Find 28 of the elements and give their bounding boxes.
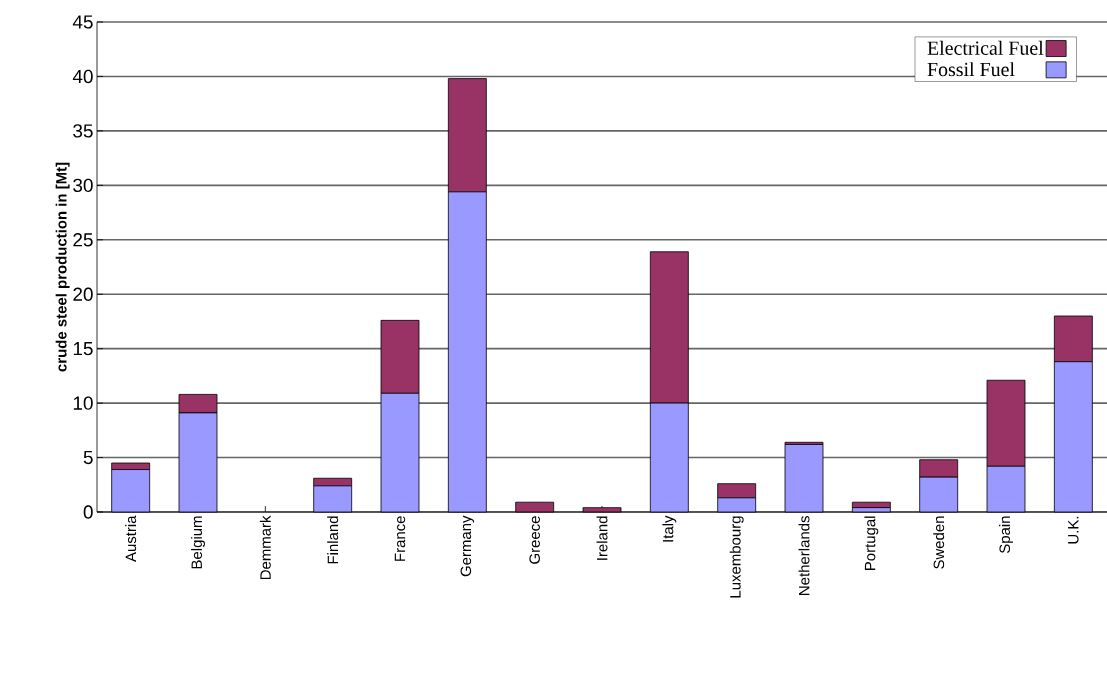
y-tick-label: 15 <box>73 342 93 356</box>
y-tick-label: 25 <box>73 233 93 247</box>
y-tick-label: 45 <box>72 15 93 29</box>
x-tick-label: Belgium <box>191 516 205 569</box>
x-tick-label: Italy <box>662 515 677 542</box>
y-tick-label: 30 <box>73 178 93 193</box>
x-tick-label: Demmark <box>259 515 271 580</box>
x-tick-label: Spain <box>999 516 1013 554</box>
x-tick-label: Austria <box>125 515 137 562</box>
x-tick-label: Portugal <box>864 516 879 570</box>
x-tick-label: Greece <box>529 516 540 564</box>
legend-label: Electrical Fuel <box>927 40 1044 55</box>
y-tick-label: 10 <box>73 396 93 410</box>
x-tick-label: Luxembourg <box>729 516 744 598</box>
y-tick-label: 35 <box>73 124 93 138</box>
y-axis-title: crude steel production in [Mt] <box>55 162 70 372</box>
y-tick-label: 0 <box>83 505 93 519</box>
legend-label: Fossil Fuel <box>927 62 1015 77</box>
x-tick-label: U.K. <box>1068 516 1079 544</box>
x-tick-label: Netherlands <box>798 516 810 595</box>
y-tick-label: 40 <box>72 69 93 84</box>
y-tick-label: 5 <box>83 450 93 465</box>
x-tick-label: Sweden <box>933 516 945 569</box>
x-tick-label: Ireland <box>596 516 608 560</box>
y-tick-label: 20 <box>73 287 93 301</box>
x-tick-label: Germany <box>460 515 475 577</box>
x-tick-label: France <box>394 516 406 561</box>
x-tick-label: Finland <box>327 516 339 564</box>
